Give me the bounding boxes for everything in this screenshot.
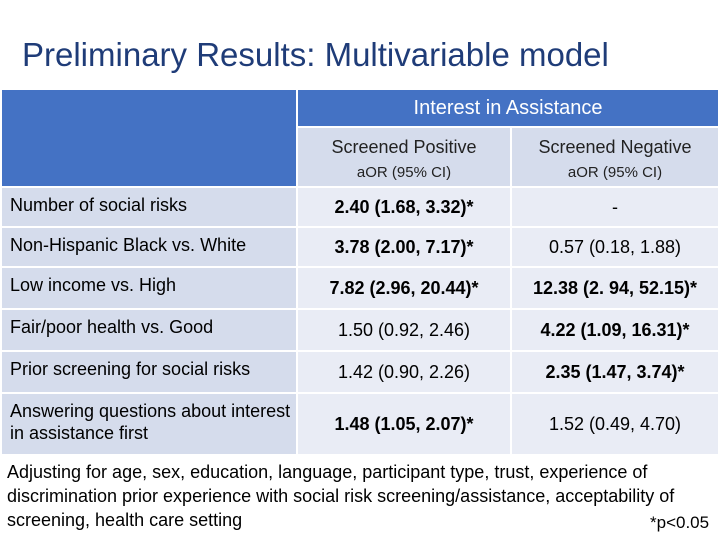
- row-label: Low income vs. High: [2, 266, 298, 308]
- table-row: Number of social risks 2.40 (1.68, 3.32)…: [2, 186, 719, 226]
- column-header-negative: Screened Negative aOR (95% CI): [512, 128, 719, 186]
- adjustment-note: Adjusting for age, sex, education, langu…: [7, 462, 675, 530]
- column-subtitle: aOR (95% CI): [567, 164, 663, 181]
- value-negative: 12.38 (2. 94, 52.15)*: [512, 266, 719, 308]
- value-negative: 1.52 (0.49, 4.70): [512, 392, 719, 454]
- value-negative: 2.35 (1.47, 3.74)*: [512, 350, 719, 392]
- row-label: Non-Hispanic Black vs. White: [2, 226, 298, 266]
- row-label: Answering questions about interest in as…: [2, 392, 298, 454]
- table-row: Prior screening for social risks 1.42 (0…: [2, 350, 719, 392]
- column-title: Screened Negative: [538, 137, 692, 157]
- table-row: Fair/poor health vs. Good 1.50 (0.92, 2.…: [2, 308, 719, 350]
- value-negative: 4.22 (1.09, 16.31)*: [512, 308, 719, 350]
- value-positive: 1.48 (1.05, 2.07)*: [298, 392, 512, 454]
- value-positive: 2.40 (1.68, 3.32)*: [298, 186, 512, 226]
- value-positive: 1.42 (0.90, 2.26): [298, 350, 512, 392]
- value-positive: 1.50 (0.92, 2.46): [298, 308, 512, 350]
- group-header: Interest in Assistance: [298, 90, 719, 128]
- row-label: Fair/poor health vs. Good: [2, 308, 298, 350]
- results-table: Interest in Assistance Screened Positive…: [2, 90, 719, 454]
- row-label: Number of social risks: [2, 186, 298, 226]
- table-row: Low income vs. High 7.82 (2.96, 20.44)* …: [2, 266, 719, 308]
- column-subtitle: aOR (95% CI): [356, 164, 452, 181]
- header-blank-cell: [2, 90, 298, 186]
- table-row: Non-Hispanic Black vs. White 3.78 (2.00,…: [2, 226, 719, 266]
- page-title: Preliminary Results: Multivariable model: [22, 36, 609, 73]
- value-positive: 3.78 (2.00, 7.17)*: [298, 226, 512, 266]
- table-row: Answering questions about interest in as…: [2, 392, 719, 454]
- value-positive: 7.82 (2.96, 20.44)*: [298, 266, 512, 308]
- column-header-positive: Screened Positive aOR (95% CI): [298, 128, 512, 186]
- value-negative: 0.57 (0.18, 1.88): [512, 226, 719, 266]
- column-title: Screened Positive: [331, 137, 477, 157]
- significance-footnote: *p<0.05: [650, 513, 710, 532]
- row-label: Prior screening for social risks: [2, 350, 298, 392]
- value-negative: -: [512, 186, 719, 226]
